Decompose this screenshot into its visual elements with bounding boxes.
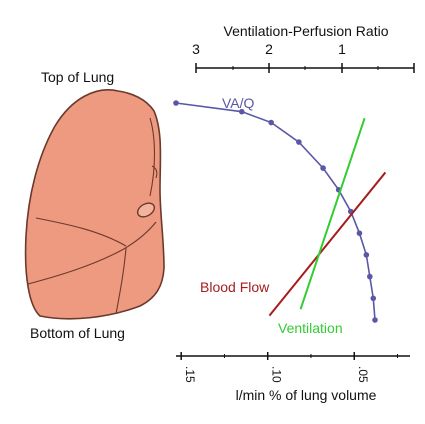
lung-hilum: [136, 202, 156, 218]
top-axis-tick-label: 2: [265, 41, 273, 57]
top-axis-tick-label: 3: [192, 41, 200, 57]
va-q-point: [363, 252, 370, 258]
va-q-point: [238, 108, 245, 115]
blood-flow-line: [268, 171, 387, 317]
lung-illustration: [24, 89, 165, 320]
bottom-axis-tick-label: .05: [356, 366, 370, 383]
top-axis-title: Ventilation-Perfusion Ratio: [224, 23, 389, 39]
va-q-label: VA/Q: [222, 95, 255, 111]
va-q-line: [175, 102, 376, 321]
bottom-axis: .15 .10 .05: [176, 352, 410, 383]
va-q-point: [367, 273, 373, 280]
top-axis-tick-label: 1: [338, 41, 346, 57]
top-of-lung-label: Top of Lung: [41, 69, 114, 85]
va-q-point: [320, 165, 326, 171]
lung-fissure: [27, 221, 157, 285]
va-q-point: [268, 119, 274, 126]
series-layer: VA/Q Blood Flow Ventilation: [173, 95, 387, 336]
va-q-point: [173, 100, 179, 106]
bottom-axis-tick-label: .10: [270, 366, 284, 383]
lung-fissure: [35, 217, 127, 247]
lung-fissure: [115, 247, 127, 315]
va-q-point: [296, 139, 302, 145]
bottom-axis-tick-label: .15: [183, 366, 197, 383]
bottom-axis-title: l/min % of lung volume: [236, 387, 377, 403]
va-q-point: [370, 295, 377, 302]
bottom-of-lung-label: Bottom of Lung: [30, 325, 125, 341]
va-q-point: [372, 317, 378, 323]
va-q-point: [356, 230, 363, 236]
lung-fissure: [149, 117, 155, 197]
lung-shape: [24, 89, 165, 320]
ventilation-line: [299, 117, 366, 310]
blood-flow-label: Blood Flow: [200, 279, 270, 295]
ventilation-label: Ventilation: [278, 320, 343, 336]
top-axis: 3 2 1: [192, 41, 415, 73]
lung-fissure: [151, 165, 158, 179]
